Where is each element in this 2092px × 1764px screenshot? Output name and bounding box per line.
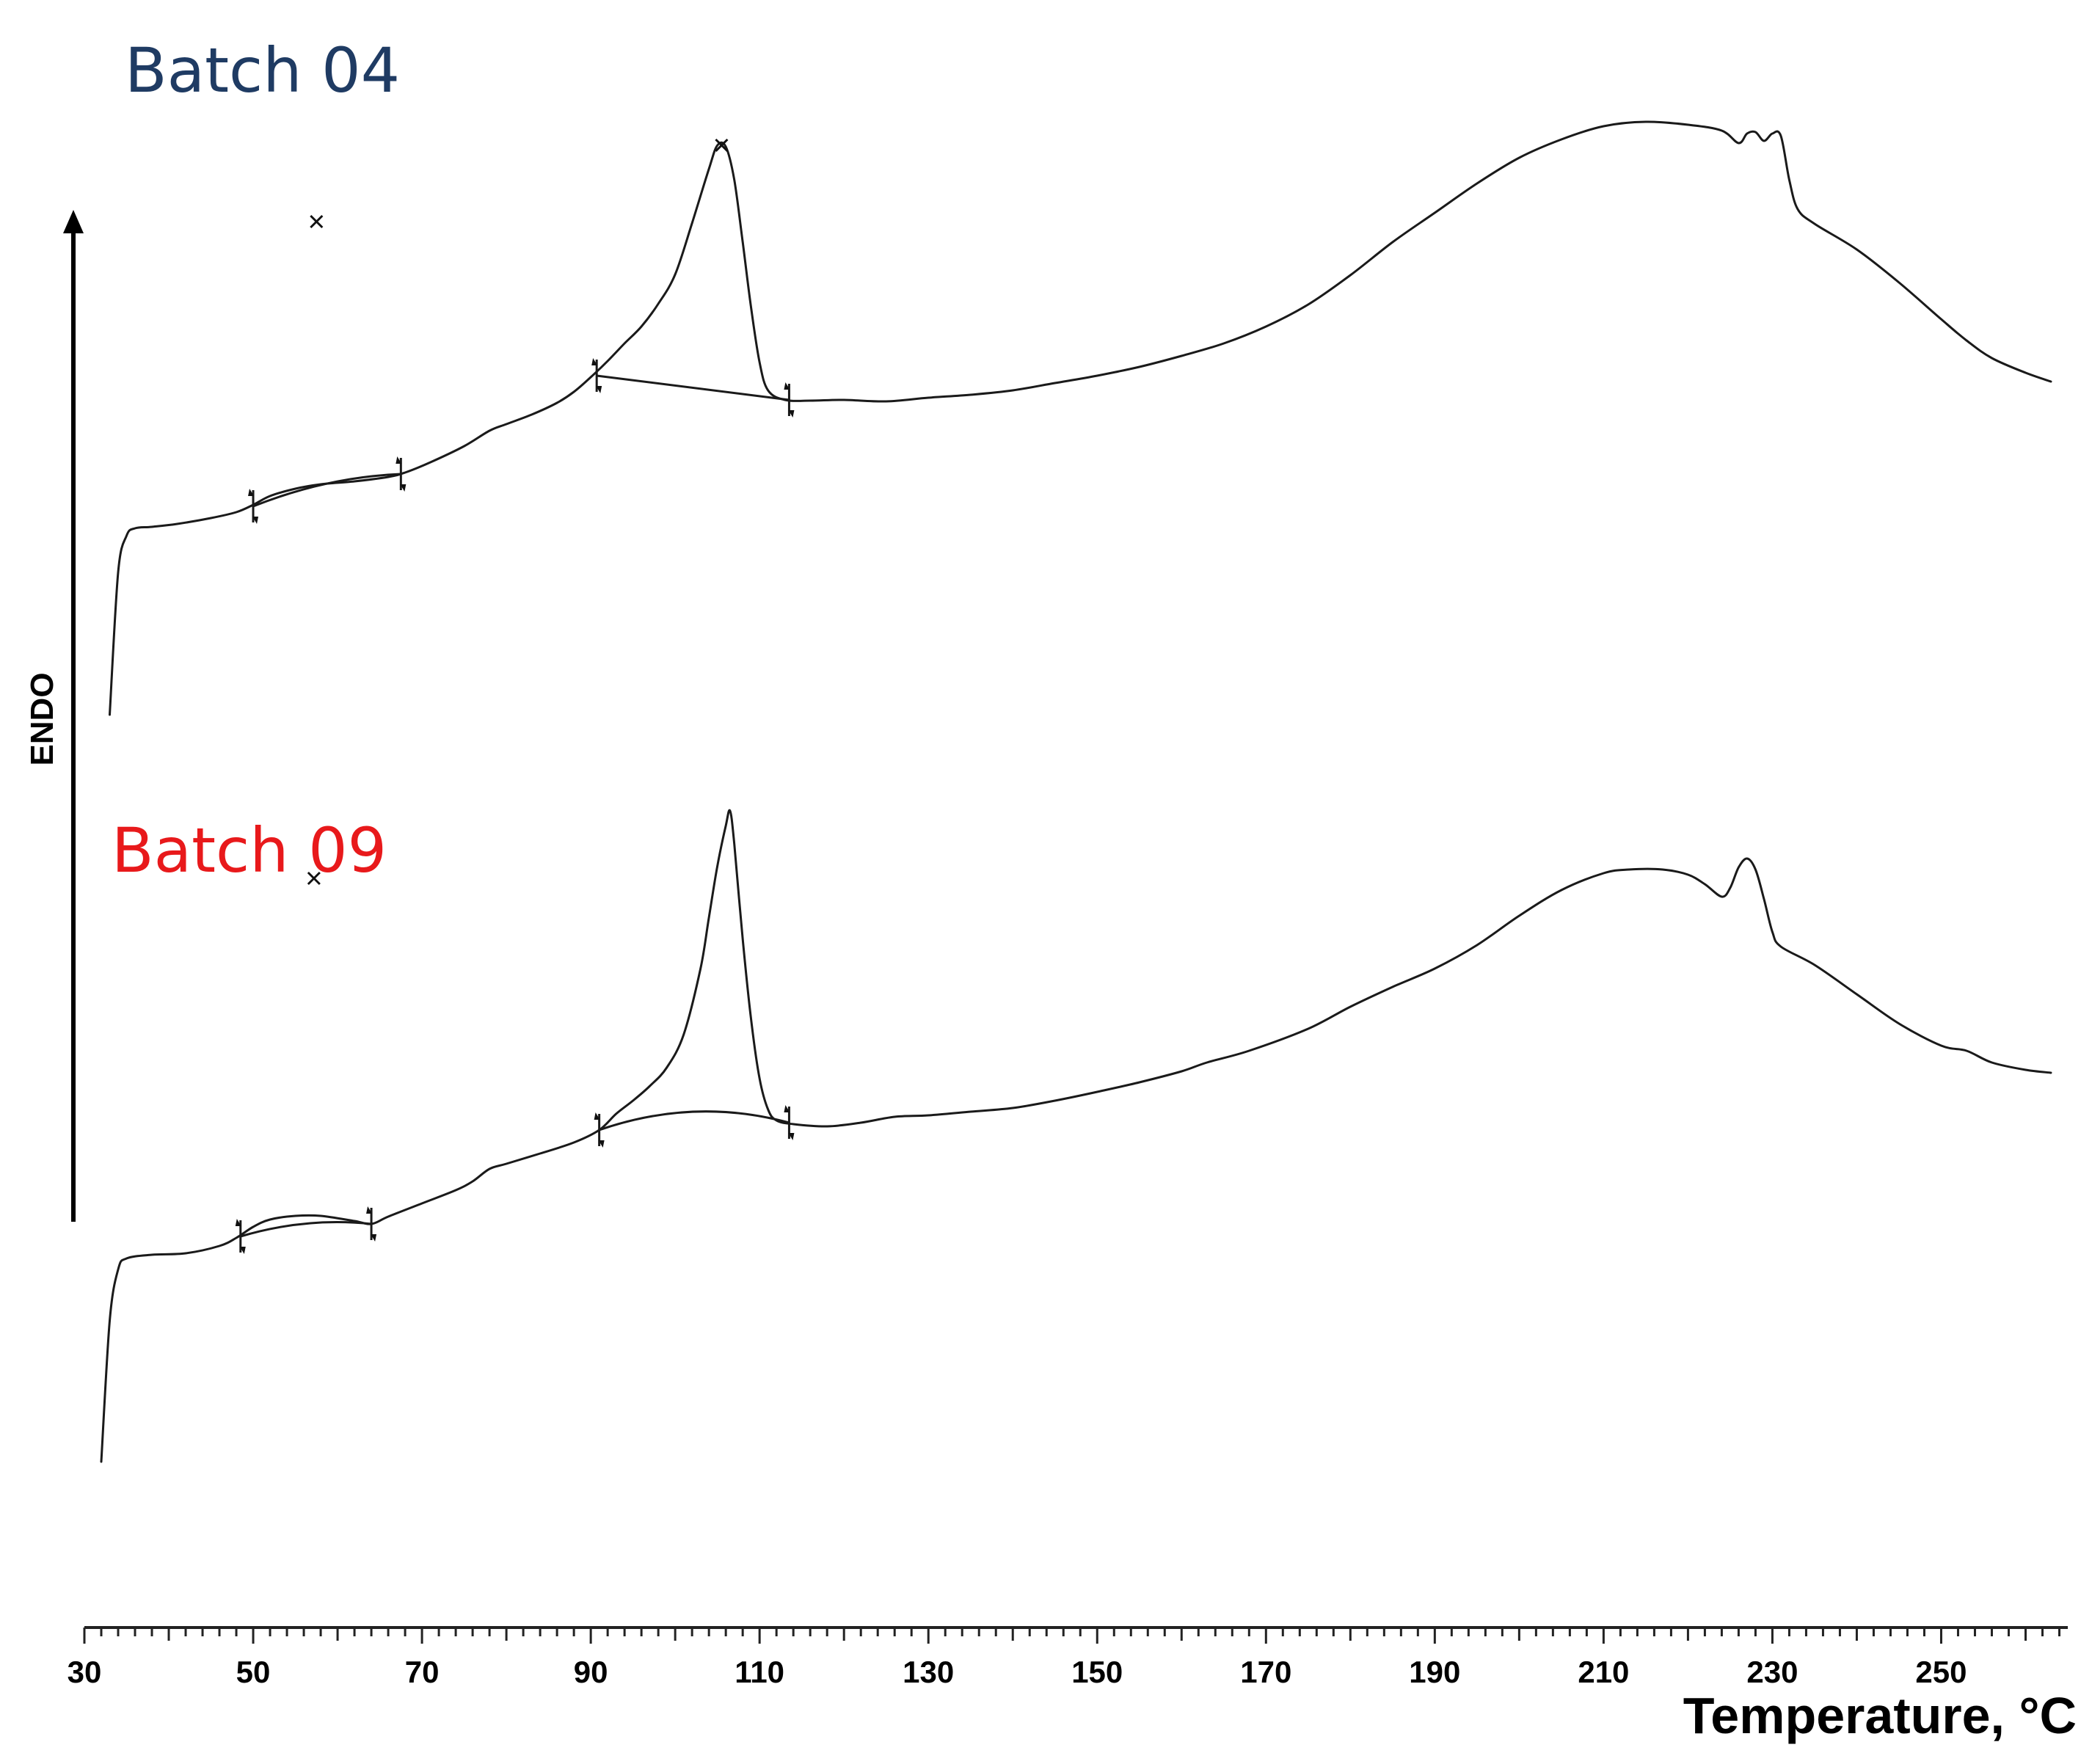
endo-arrowhead-icon <box>63 210 84 233</box>
series-1 <box>100 809 2052 1463</box>
peak-max-marker-0-0 <box>310 214 324 229</box>
series-label-batch-09: Batch 09 <box>112 814 387 886</box>
x-tick-label: 110 <box>735 1655 784 1689</box>
x-tick-label: 30 <box>68 1655 102 1689</box>
peak-baseline-1-1 <box>599 1110 790 1131</box>
x-tick-label: 190 <box>1409 1655 1460 1689</box>
x-tick-label: 90 <box>574 1655 608 1689</box>
series-label-batch-04: Batch 04 <box>125 34 400 106</box>
peak-max-marker-0-1 <box>715 138 729 153</box>
series-0 <box>109 120 2052 716</box>
peak-baseline-1-0 <box>240 1221 372 1238</box>
x-tick-label: 230 <box>1746 1655 1798 1689</box>
x-tick-label: 250 <box>1915 1655 1967 1689</box>
x-tick-label: 70 <box>405 1655 440 1689</box>
x-tick-label: 130 <box>903 1655 954 1689</box>
peak-limit-marker-onset-0-1 <box>591 358 602 393</box>
peak-limit-marker-onset-1-0 <box>235 1219 246 1254</box>
series-line-0 <box>109 120 2052 716</box>
x-axis: 30 50 70 90 110 130 150 170 190 210 230 250 <box>68 1626 2068 1689</box>
peak-limit-marker-onset-1-1 <box>594 1112 605 1148</box>
x-tick-label: 150 <box>1071 1655 1123 1689</box>
x-tick-label: 170 <box>1240 1655 1291 1689</box>
peak-limit-marker-end-0-0 <box>396 456 407 492</box>
series-line-1 <box>100 809 2052 1463</box>
peak-baseline-0-0 <box>252 473 401 508</box>
peak-limit-marker-onset-0-0 <box>248 489 259 524</box>
x-tick-label: 210 <box>1578 1655 1629 1689</box>
peak-limit-marker-end-1-0 <box>366 1206 377 1242</box>
peak-limit-marker-end-1-1 <box>784 1105 795 1140</box>
x-axis-label: Temperature, °C <box>1683 1687 2077 1744</box>
x-tick-label: 50 <box>236 1655 271 1689</box>
peak-limit-marker-end-0-1 <box>784 382 795 418</box>
peak-max-marker-1-0 <box>307 871 321 886</box>
y-axis-label: ENDO <box>24 672 60 765</box>
curves-group <box>100 120 2052 1463</box>
peak-baseline-0-1 <box>596 374 790 401</box>
